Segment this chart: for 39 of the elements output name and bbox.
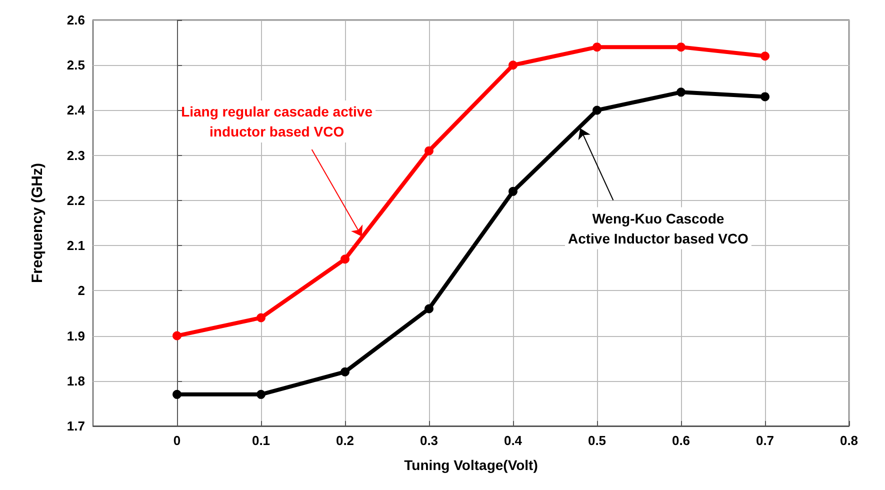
point [760, 92, 770, 102]
x-tick-label: 0.3 [420, 433, 438, 448]
y-tick-label: 2.3 [66, 148, 85, 163]
y-axis-title: Frequency (GHz) [29, 162, 46, 284]
x-tick-label: 0.7 [756, 433, 774, 448]
x-tick-label: 0 [173, 433, 181, 448]
y-tick-label: 2.1 [66, 238, 85, 254]
point [676, 42, 686, 52]
x-tick-label: 0.4 [504, 433, 523, 448]
point [256, 313, 266, 322]
y-tick-label: 2.2 [66, 192, 85, 208]
x-tick-label: 0.8 [840, 433, 858, 448]
y-tick-label: 2.6 [66, 12, 85, 28]
y-tick-label: 2.4 [66, 102, 86, 118]
point [508, 186, 518, 196]
point [172, 390, 182, 399]
point [592, 42, 602, 52]
point [424, 304, 434, 314]
y-tick-label: 1.8 [66, 373, 85, 388]
x-tick-label: 0.2 [336, 433, 354, 448]
x-tick-label: 0.6 [672, 433, 690, 448]
y-tick-label: 1.7 [66, 418, 85, 434]
point [424, 146, 434, 156]
point [676, 88, 686, 97]
y-tick-label: 2 [78, 283, 85, 298]
point [340, 254, 350, 264]
point [760, 52, 770, 61]
point [256, 390, 266, 399]
point [340, 367, 350, 376]
point [172, 331, 182, 340]
point [592, 106, 602, 115]
annotation: Liang regular cascade active inductor based VCO [181, 104, 373, 140]
x-tick-label: 0.1 [252, 433, 270, 448]
annotation: Weng-Kuo Cascode Active Inductor based VCO [568, 210, 749, 246]
x-tick-label: 0.5 [588, 433, 606, 448]
point [508, 60, 518, 70]
y-tick-label: 1.9 [66, 328, 85, 344]
x-axis-title: Tuning Voltage(Volt) [404, 457, 538, 473]
y-tick-label: 2.5 [66, 58, 85, 73]
